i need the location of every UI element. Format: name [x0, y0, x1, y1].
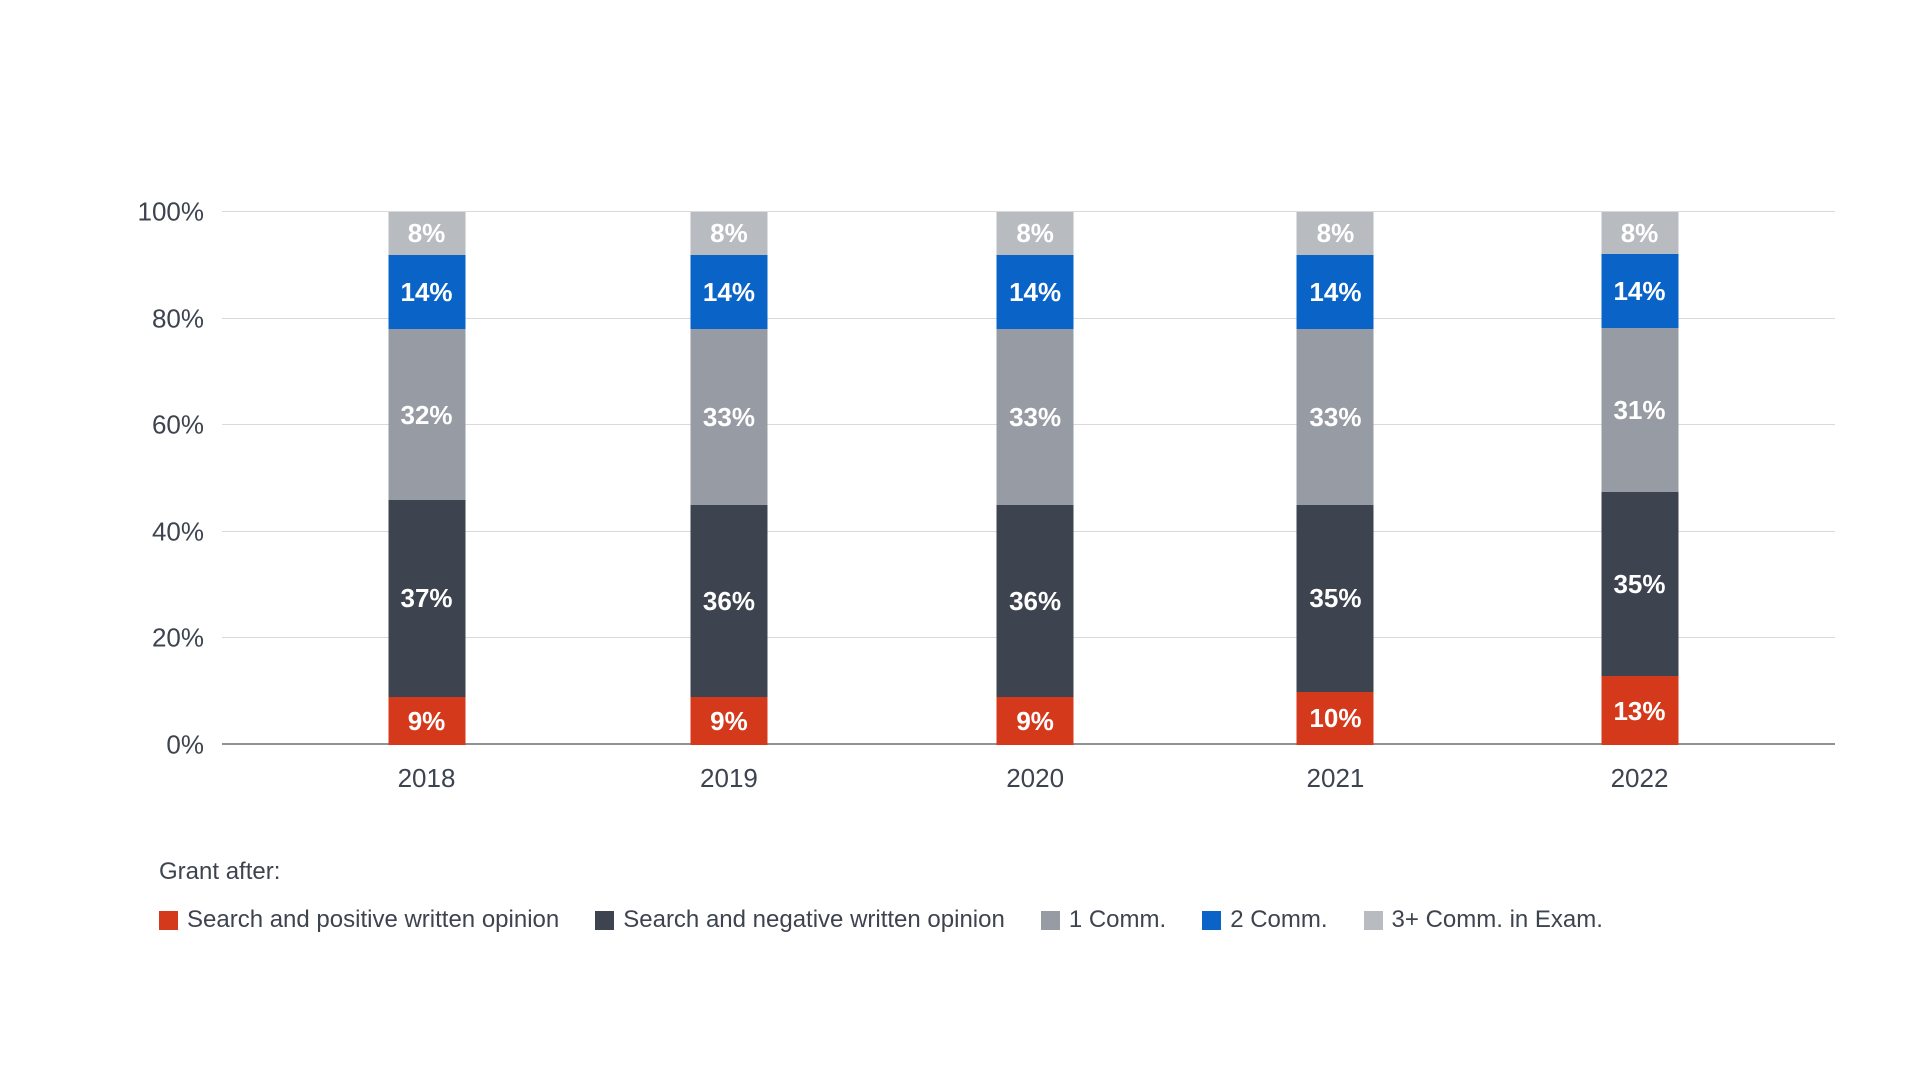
x-tick-label: 2019: [700, 763, 758, 793]
legend-item: Search and positive written opinion: [159, 906, 559, 934]
legend: Search and positive written opinion Searc…: [159, 906, 1603, 934]
segment-value-label: 33%: [702, 402, 755, 433]
y-tick-label: 40%: [151, 516, 204, 547]
segment-value-label: 13%: [1613, 695, 1666, 726]
segment-value-label: 8%: [407, 218, 446, 249]
bar-segment: 8%: [388, 212, 466, 255]
legend-item: 1 Comm.: [1040, 906, 1167, 934]
legend-swatch-icon: [595, 910, 615, 930]
segment-value-label: 10%: [1309, 703, 1362, 734]
segment-value-label: 31%: [1613, 394, 1666, 425]
y-tick-label: 20%: [151, 622, 204, 653]
bar-segment: 10%: [1296, 691, 1374, 745]
legend-swatch-icon: [1363, 910, 1383, 930]
segment-value-label: 33%: [1309, 402, 1362, 433]
segment-value-label: 14%: [1009, 276, 1062, 307]
y-tick-label: 100%: [137, 196, 205, 227]
legend-swatch-icon: [1202, 910, 1222, 930]
x-tick-label: 2020: [1006, 763, 1065, 793]
segment-value-label: 8%: [1316, 218, 1355, 249]
segment-value-label: 35%: [1613, 569, 1666, 600]
bar-segment: 14%: [388, 254, 466, 330]
bar-segment: 33%: [1296, 329, 1374, 506]
bar-segment: 32%: [388, 329, 466, 500]
segment-value-label: 37%: [400, 583, 453, 614]
legend-label: 1 Comm.: [1068, 906, 1167, 933]
legend-swatch-icon: [1040, 910, 1060, 930]
stacked-bar-2018: 9% 37% 32% 14% 8%: [388, 212, 466, 745]
bar-segment: 9%: [388, 697, 466, 745]
stacked-bar-2020: 9% 36% 33% 14% 8%: [996, 212, 1074, 745]
stacked-bar-2019: 9% 36% 33% 14% 8%: [690, 212, 768, 745]
segment-value-label: 9%: [407, 706, 446, 737]
y-tick-label: 60%: [151, 409, 204, 440]
segment-value-label: 14%: [1613, 276, 1666, 307]
bar-segment: 9%: [690, 697, 768, 745]
bar-segment: 14%: [1296, 254, 1374, 330]
segment-value-label: 9%: [1016, 706, 1054, 737]
x-tick-label: 2018: [397, 763, 456, 793]
legend-item: Search and negative written opinion: [595, 906, 1005, 934]
x-tick-label: 2022: [1610, 763, 1669, 793]
legend-label: 2 Comm.: [1230, 906, 1328, 933]
segment-value-label: 35%: [1309, 583, 1362, 614]
segment-value-label: 32%: [400, 399, 453, 430]
segment-value-label: 8%: [710, 218, 748, 249]
segment-value-label: 36%: [1009, 586, 1062, 617]
legend-label: 3+ Comm. in Exam.: [1391, 906, 1603, 933]
y-tick-label: 0%: [166, 729, 204, 760]
segment-value-label: 8%: [1620, 218, 1659, 249]
segment-value-label: 33%: [1009, 402, 1062, 433]
bar-segment: 33%: [690, 329, 768, 506]
bar-segment: 36%: [690, 505, 768, 698]
bar-segment: 8%: [690, 212, 768, 255]
stacked-bar-2022: 13% 35% 31% 14% 8%: [1601, 212, 1678, 745]
segment-value-label: 9%: [710, 706, 748, 737]
bar-segment: 31%: [1601, 328, 1678, 492]
bar-segment: 8%: [1296, 212, 1374, 255]
legend-title: Grant after:: [159, 858, 281, 885]
legend-item: 2 Comm.: [1202, 906, 1328, 934]
bar-segment: 14%: [996, 254, 1074, 330]
legend-swatch-icon: [159, 910, 178, 930]
segment-value-label: 14%: [702, 276, 755, 307]
bar-segment: 8%: [1601, 212, 1678, 255]
legend-item: 3+ Comm. in Exam.: [1363, 906, 1603, 934]
bar-segment: 35%: [1601, 491, 1678, 677]
bar-segment: 9%: [996, 697, 1074, 745]
segment-value-label: 14%: [400, 276, 453, 307]
legend-label: Search and negative written opinion: [623, 906, 1005, 933]
segment-value-label: 8%: [1016, 218, 1054, 249]
y-tick-label: 80%: [151, 303, 204, 334]
stacked-bar-2021: 10% 35% 33% 14% 8%: [1296, 212, 1374, 745]
bar-segment: 37%: [388, 499, 466, 698]
bar-segment: 36%: [996, 505, 1074, 698]
x-tick-label: 2021: [1306, 763, 1365, 793]
legend-label: Search and positive written opinion: [187, 906, 560, 933]
bar-segment: 14%: [1601, 254, 1678, 329]
bar-segment: 35%: [1296, 505, 1374, 692]
gridline: [222, 211, 1835, 212]
bar-segment: 13%: [1601, 676, 1678, 745]
bar-segment: 8%: [996, 212, 1074, 255]
bar-segment: 33%: [996, 329, 1074, 506]
segment-value-label: 36%: [702, 586, 755, 617]
bar-segment: 14%: [690, 254, 768, 330]
plot-area: 0% 20% 40% 60% 80% 100% 9% 37% 32% 14% 8% 2018 9% 36%…: [138, 197, 1835, 793]
segment-value-label: 14%: [1309, 276, 1362, 307]
